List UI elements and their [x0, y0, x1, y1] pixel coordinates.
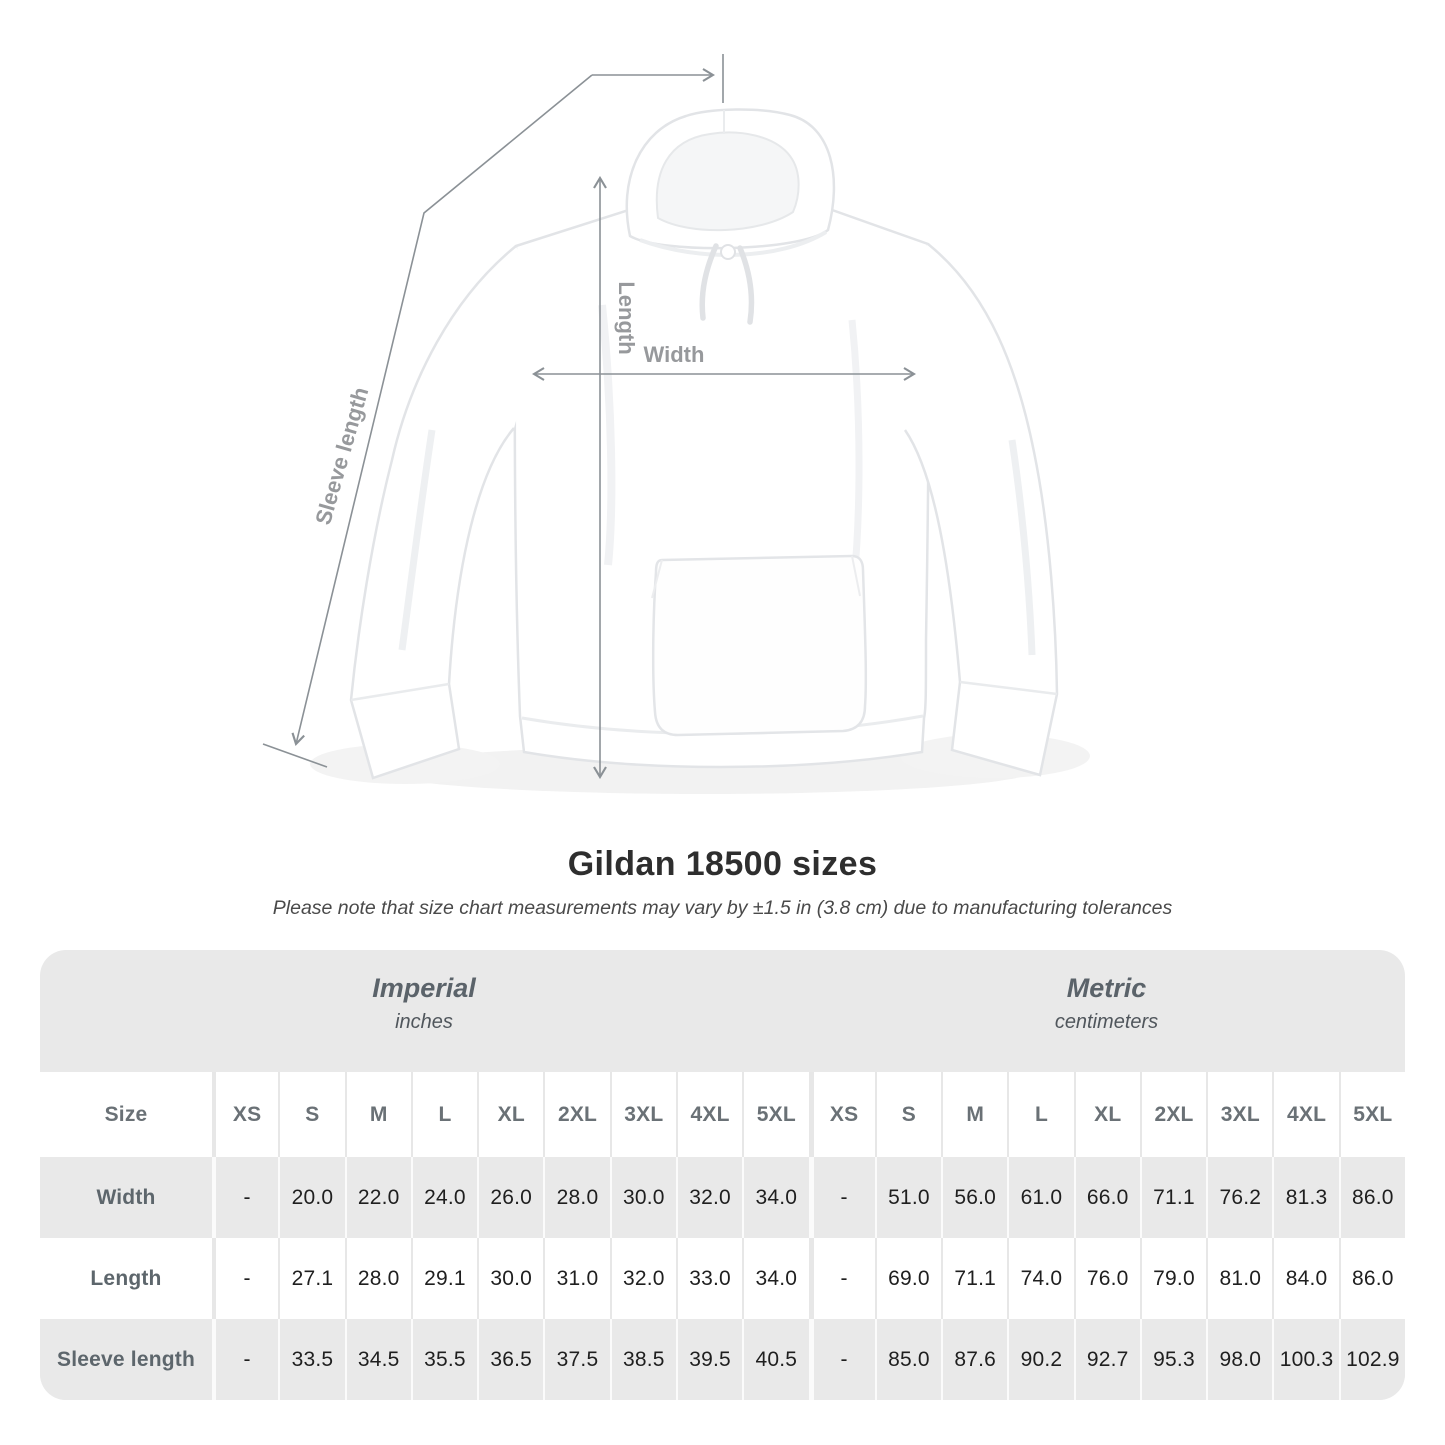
size-column-header: Size [104, 1102, 148, 1126]
column-header: 5XL [742, 1072, 808, 1157]
width-label: Width [644, 342, 705, 367]
section-imperial: Imperial inches [40, 950, 808, 1072]
column-header: L [1007, 1072, 1073, 1157]
column-header: 4XL [1272, 1072, 1338, 1157]
column-header: 2XL [1139, 1072, 1206, 1157]
column-header: M [344, 1072, 411, 1157]
size-table: Imperial inches Metric centimeters Size … [40, 950, 1405, 1400]
column-header: XS [808, 1072, 875, 1157]
column-header: XL [477, 1072, 543, 1157]
column-header: 5XL [1338, 1072, 1405, 1157]
sleeve-length-label: Sleeve length [310, 384, 373, 527]
column-header: 2XL [543, 1072, 609, 1157]
tolerance-note: Please note that size chart measurements… [272, 897, 1173, 919]
column-header: XS [212, 1072, 278, 1157]
row-label: Width [96, 1185, 156, 1209]
column-header: S [278, 1072, 344, 1157]
size-header-row: Size XS S M L XL 2XL 3XL 4XL 5XL XS S M … [40, 1072, 1405, 1157]
sleeve-length-line [296, 74, 593, 744]
row-label: Length [90, 1266, 162, 1290]
page-title: Gildan 18500 sizes [567, 845, 878, 883]
table-row-sleeve-length: Sleeve length - 33.5 34.5 35.5 36.5 37.5… [40, 1319, 1405, 1400]
table-row-length: Length - 27.1 28.0 29.1 30.0 31.0 32.0 3… [40, 1238, 1405, 1319]
hoodie-size-diagram: Width Length Sleeve length [262, 54, 1090, 794]
section-imperial-title: Imperial [372, 972, 476, 1003]
section-imperial-unit: inches [395, 1010, 453, 1033]
length-label: Length [614, 281, 639, 354]
column-header: XL [1073, 1072, 1140, 1157]
column-header: 3XL [1206, 1072, 1272, 1157]
column-header: 4XL [675, 1072, 742, 1157]
section-metric: Metric centimeters [808, 950, 1405, 1072]
section-metric-title: Metric [1066, 972, 1147, 1003]
section-metric-unit: centimeters [1054, 1010, 1159, 1033]
measurement-lines [262, 54, 914, 777]
column-header: S [874, 1072, 941, 1157]
hoodie-image [310, 108, 1090, 794]
sleeve-end-tick [262, 743, 328, 768]
column-header: 3XL [609, 1072, 676, 1157]
table-row-width: Width - 20.0 22.0 24.0 26.0 28.0 30.0 32… [40, 1157, 1405, 1238]
column-header: M [941, 1072, 1007, 1157]
unit-section-band: Imperial inches Metric centimeters [40, 950, 1405, 1072]
column-header: L [410, 1072, 477, 1157]
row-label: Sleeve length [57, 1347, 195, 1371]
